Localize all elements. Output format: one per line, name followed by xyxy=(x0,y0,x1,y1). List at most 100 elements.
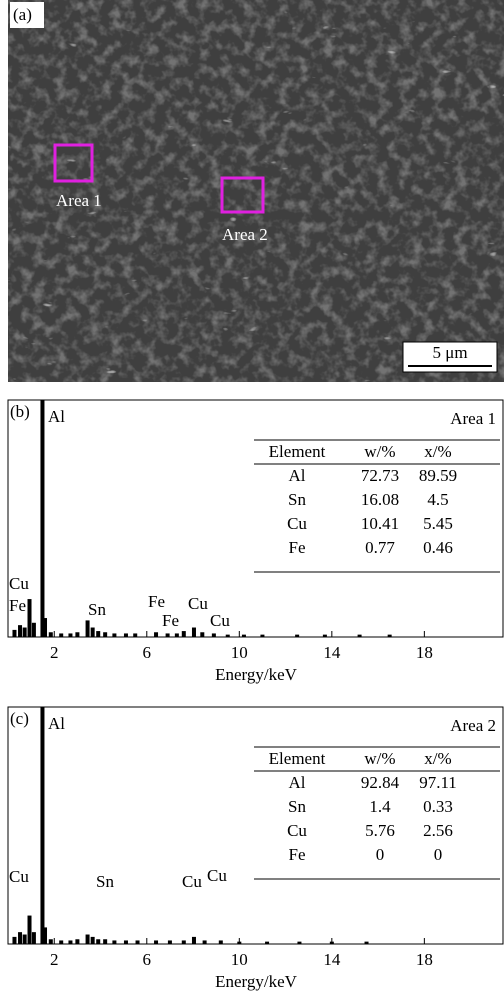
panel-label: (b) xyxy=(10,402,30,421)
table-cell: Fe xyxy=(289,538,306,557)
area-label: Area 2 xyxy=(222,225,268,244)
spectrum-bar xyxy=(226,635,230,637)
spectrum-bar xyxy=(242,635,246,637)
sem-image: (a) Area 1 Area 2 5 μm xyxy=(8,0,504,382)
x-tick-label: 10 xyxy=(231,643,248,662)
peak-label: Cu xyxy=(9,867,29,886)
table-cell: 0 xyxy=(376,845,385,864)
spectrum-bar xyxy=(68,633,72,637)
spectrum-bar xyxy=(86,935,90,944)
table-cell: 4.5 xyxy=(427,490,448,509)
spectrum-bar xyxy=(59,940,63,944)
spectrum-bar xyxy=(68,940,72,944)
table-header: x/% xyxy=(424,749,451,768)
spectrum-bar xyxy=(192,628,196,637)
spectrum-bar xyxy=(23,935,27,944)
table-cell: 2.56 xyxy=(423,821,453,840)
spectrum-bar xyxy=(133,633,137,637)
spectrum-bar xyxy=(43,927,47,944)
peak-label: Al xyxy=(48,407,65,426)
table-header: Element xyxy=(269,442,326,461)
table-cell: Al xyxy=(289,466,306,485)
figure: (a) Area 1 Area 2 5 μm (b) 2 6 10 14 18 Energy… xyxy=(0,0,504,999)
spectrum-bar xyxy=(168,940,172,944)
spectrum-bar xyxy=(388,635,392,637)
spectrum-bar xyxy=(103,939,107,944)
spectrum-bar xyxy=(200,632,204,637)
spectrum-bar xyxy=(136,940,140,944)
spectrum-bar xyxy=(154,940,158,944)
peak-label: Cu xyxy=(210,611,230,630)
peak-label: Cu xyxy=(182,872,202,891)
spectrum-bar xyxy=(40,707,44,944)
spectrum-bar xyxy=(103,632,107,637)
table-cell: 0.33 xyxy=(423,797,453,816)
peak-label: Cu xyxy=(9,574,29,593)
spectrum-bar xyxy=(28,916,32,944)
x-tick-label: 18 xyxy=(416,950,433,969)
spectrum-bar xyxy=(49,632,53,637)
spectrum-bar xyxy=(75,939,79,944)
table-cell: Sn xyxy=(288,490,306,509)
spectrum-bar xyxy=(12,937,16,944)
table-cell: 0 xyxy=(434,845,443,864)
table-cell: Cu xyxy=(287,514,307,533)
spectrum-bar xyxy=(330,942,334,944)
spectrum-bar xyxy=(260,635,264,637)
area-label: Area 1 xyxy=(56,191,102,210)
spectrum-bar xyxy=(18,932,22,944)
spectrum-bar xyxy=(182,940,186,944)
table-header: w/% xyxy=(364,749,395,768)
table-header: x/% xyxy=(424,442,451,461)
spectrum-bar xyxy=(297,942,301,944)
x-tick-label: 14 xyxy=(323,643,341,662)
spectrum-bar xyxy=(124,633,128,637)
panel-label: (a) xyxy=(13,5,32,24)
spectrum-bar xyxy=(265,942,269,944)
x-tick-label: 2 xyxy=(50,643,59,662)
peak-label: Fe xyxy=(162,611,179,630)
spectrum-bar xyxy=(219,940,223,944)
spectrum-bar xyxy=(237,942,241,944)
spectrum-bar xyxy=(212,633,216,637)
table-cell: 1.4 xyxy=(369,797,391,816)
peak-label: Fe xyxy=(148,592,165,611)
x-tick-label: 18 xyxy=(416,643,433,662)
spectrum-bar xyxy=(166,633,170,637)
spectrum-bar xyxy=(365,942,369,944)
table-cell: 5.45 xyxy=(423,514,453,533)
table-cell: 0.46 xyxy=(423,538,453,557)
table-cell: 16.08 xyxy=(361,490,399,509)
table-cell: 10.41 xyxy=(361,514,399,533)
peak-label: Cu xyxy=(207,866,227,885)
spectrum-bar xyxy=(112,633,116,637)
peak-label: Al xyxy=(48,714,65,733)
table-cell: 72.73 xyxy=(361,466,399,485)
x-tick-label: 6 xyxy=(143,950,152,969)
spectrum-bar xyxy=(59,633,63,637)
spectrum-bar xyxy=(32,623,36,637)
x-tick-label: 6 xyxy=(143,643,152,662)
spectrum-bar xyxy=(295,635,299,637)
spectrum-bar xyxy=(192,937,196,944)
table-cell: Fe xyxy=(289,845,306,864)
peak-label: Cu xyxy=(188,594,208,613)
table-title: Area 1 xyxy=(450,409,496,428)
table-header: w/% xyxy=(364,442,395,461)
spectrum-bar xyxy=(182,631,186,637)
spectrum-bar xyxy=(43,618,47,637)
x-tick-label: 10 xyxy=(231,950,248,969)
x-axis-label: Energy/keV xyxy=(215,972,298,991)
peak-label: Sn xyxy=(88,600,106,619)
x-axis-label: Energy/keV xyxy=(215,665,298,684)
table-cell: Sn xyxy=(288,797,306,816)
spectrum-bar xyxy=(49,939,53,944)
spectrum-bar xyxy=(96,631,100,637)
spectrum-bar xyxy=(12,630,16,637)
table-cell: 89.59 xyxy=(419,466,457,485)
spectrum-bar xyxy=(23,628,27,637)
spectrum-bar xyxy=(86,620,90,637)
spectrum-bar xyxy=(32,932,36,944)
spectrum-bar xyxy=(203,940,207,944)
panel-label: (c) xyxy=(10,709,29,728)
